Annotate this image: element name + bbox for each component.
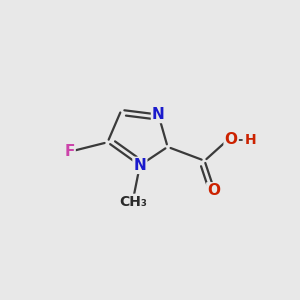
Text: N: N [134,158,146,173]
Text: O: O [225,132,238,147]
Text: H: H [245,133,256,147]
Text: O: O [207,183,220,198]
Text: F: F [64,144,75,159]
Text: N: N [152,107,165,122]
Text: CH₃: CH₃ [119,195,147,209]
